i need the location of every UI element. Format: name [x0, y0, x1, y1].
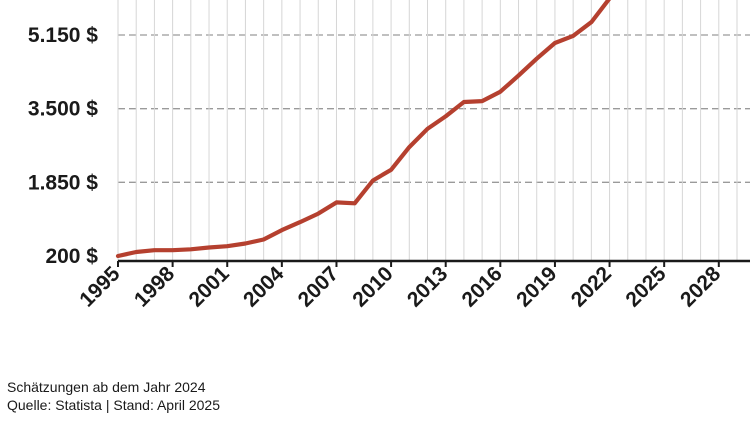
x-tick-label: 1998: [130, 262, 180, 312]
series-line: [115, 0, 612, 259]
y-tick-label: 5.150 $: [28, 24, 98, 47]
footnote-estimate: Schätzungen ab dem Jahr 2024: [7, 379, 206, 395]
line-chart: 200 $1.850 $3.500 $5.150 $ 1995 1998 2001 2…: [28, 0, 750, 312]
series-layer: [115, 0, 612, 259]
x-tick-label: 2025: [621, 262, 671, 312]
x-tick-label: 2028: [676, 262, 726, 312]
x-tick-label: 2001: [184, 262, 234, 312]
x-tick-label: 2022: [567, 262, 616, 311]
x-tick-label: 2013: [403, 262, 452, 311]
x-tick-label: 2010: [348, 262, 397, 311]
footnote-source: Quelle: Statista | Stand: April 2025: [7, 397, 220, 413]
x-axis-ticks: 1995 1998 2001 2004 2007 2010 2013 2016 2019 2022…: [75, 261, 726, 312]
x-tick-label: 2007: [294, 262, 343, 311]
x-tick-label: 1995: [75, 262, 125, 312]
y-tick-label: 200 $: [45, 245, 98, 268]
y-tick-label: 3.500 $: [28, 98, 98, 121]
x-tick-label: 2019: [512, 262, 561, 311]
y-tick-label: 1.850 $: [28, 171, 98, 194]
gridlines: [117, 0, 750, 261]
y-axis-ticks: 200 $ 1.850 $ 3.500 $ 5.150 $: [28, 24, 98, 268]
x-tick-label: 2016: [458, 262, 507, 311]
x-tick-label: 2004: [239, 262, 289, 312]
